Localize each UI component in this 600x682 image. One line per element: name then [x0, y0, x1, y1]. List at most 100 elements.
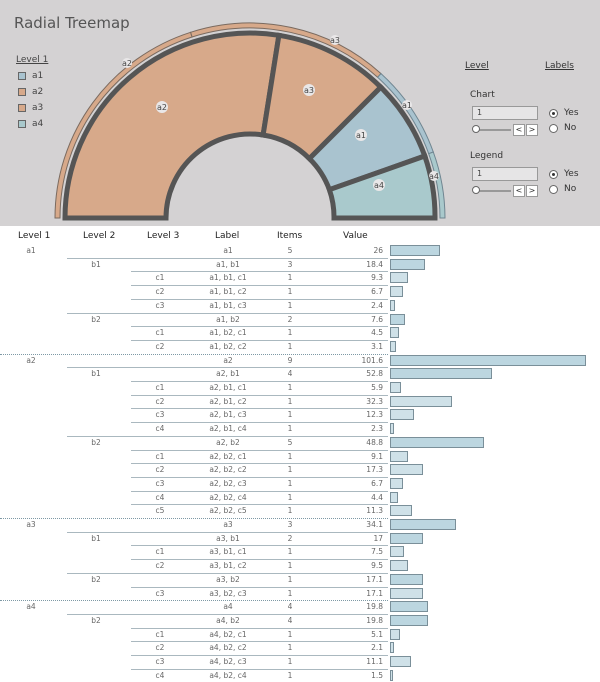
table-row[interactable]: b1 a1, b1 3 18.4	[0, 257, 600, 272]
value-bar	[390, 354, 586, 366]
cell-value: 101.6	[361, 355, 383, 365]
table-row[interactable]: c3 a1, b1, c3 1 2.4	[0, 298, 600, 313]
outer-segment-a4[interactable]	[428, 151, 446, 219]
cell-items: 4	[287, 615, 293, 625]
table-row[interactable]: b2 a4, b2 4 19.8	[0, 613, 600, 628]
chart-step-left-button[interactable]: <	[513, 124, 525, 136]
cell-label: a3, b1, c2	[209, 561, 247, 571]
chart-level-slider[interactable]	[475, 129, 511, 131]
chart-labels-no-radio[interactable]	[549, 124, 558, 133]
table-row[interactable]: c2 a2, b1, c2 1 32.3	[0, 394, 600, 409]
table-row[interactable]: c4 a2, b1, c4 1 2.3	[0, 422, 600, 436]
cell-level-3: c1	[155, 629, 165, 639]
value-bar	[390, 477, 403, 489]
cell-value: 34.1	[366, 520, 383, 529]
table-row[interactable]: a1 a1 5 26	[0, 244, 600, 258]
legend-labels-yes-radio[interactable]	[549, 170, 558, 179]
table-row[interactable]: b2 a3, b2 1 17.1	[0, 572, 600, 587]
table-row[interactable]: c5 a2, b2, c5 1 11.3	[0, 504, 600, 518]
table-row[interactable]: b2 a2, b2 5 48.8	[0, 435, 600, 450]
cell-value: 4.4	[371, 492, 383, 502]
cell-items: 1	[287, 410, 293, 420]
legend-item-a3[interactable]: a3	[18, 103, 43, 113]
value-bar	[390, 464, 424, 476]
legend-item-a1[interactable]: a1	[18, 71, 43, 81]
chart-level-input[interactable]: 1	[472, 106, 538, 120]
cell-label: a4	[223, 602, 233, 612]
legend-labels-no-radio[interactable]	[549, 185, 558, 194]
table-row[interactable]: c2 a1, b1, c2 1 6.7	[0, 285, 600, 299]
table-header: Level 1 Level 2 Level 3 Label Items Valu…	[0, 226, 600, 244]
segment-a2[interactable]	[62, 30, 282, 221]
cell-value: 26	[373, 246, 383, 255]
value-bar	[390, 505, 412, 517]
table-row[interactable]: b1 a3, b1 2 17	[0, 531, 600, 546]
chart-step-right-button[interactable]: >	[526, 124, 538, 136]
table-row[interactable]: c4 a4, b2, c4 1 1.5	[0, 668, 600, 682]
radial-treemap[interactable]: a2 a3 a1 a4 a2 a3 a1 a4	[40, 8, 460, 226]
cell-items: 1	[287, 561, 293, 571]
row-separator	[131, 559, 388, 561]
table-row[interactable]: b1 a2, b1 4 52.8	[0, 367, 600, 381]
cell-label: a3	[223, 520, 233, 529]
legend-swatch	[18, 120, 26, 128]
table-row[interactable]: c3 a4, b2, c3 1 11.1	[0, 655, 600, 669]
value-bar	[390, 573, 423, 585]
cell-label: a2, b2, c3	[209, 478, 247, 488]
row-separator	[67, 367, 388, 369]
cell-label: a4, b2, c3	[209, 657, 247, 666]
cell-items: 1	[287, 547, 293, 557]
legend-item-a2[interactable]: a2	[18, 87, 43, 97]
cell-level-2: b1	[91, 533, 101, 543]
table-row[interactable]: c2 a1, b2, c2 1 3.1	[0, 339, 600, 354]
value-bar	[390, 258, 426, 270]
table-row[interactable]: c2 a3, b1, c2 1 9.5	[0, 559, 600, 573]
legend-item-a4[interactable]: a4	[18, 119, 43, 129]
svg-text:a3: a3	[330, 36, 340, 45]
value-bar	[390, 245, 441, 256]
table-row[interactable]: a2 a2 9 101.6	[0, 353, 600, 368]
chart-labels-yes-radio[interactable]	[549, 109, 558, 118]
cell-items: 1	[287, 492, 293, 502]
cell-level-3: c1	[155, 451, 165, 461]
table-row[interactable]: c4 a2, b2, c4 1 4.4	[0, 490, 600, 505]
cell-items: 1	[287, 287, 293, 297]
cell-items: 1	[287, 670, 293, 680]
cell-label: a4, b2, c2	[209, 643, 247, 653]
cell-level-3: c5	[155, 506, 165, 516]
legend-step-left-button[interactable]: <	[513, 185, 525, 197]
chart-slider-knob[interactable]	[472, 125, 480, 133]
value-bar	[390, 313, 405, 325]
row-separator	[131, 298, 388, 300]
value-bar	[390, 382, 402, 393]
table-row[interactable]: c2 a4, b2, c2 1 2.1	[0, 641, 600, 655]
table-row[interactable]: c1 a2, b1, c1 1 5.9	[0, 381, 600, 395]
table-row[interactable]: c3 a2, b1, c3 1 12.3	[0, 408, 600, 422]
table-row[interactable]: c1 a4, b2, c1 1 5.1	[0, 627, 600, 642]
cell-items: 2	[287, 314, 293, 324]
legend-slider-knob[interactable]	[472, 186, 480, 194]
table-row[interactable]: b2 a1, b2 2 7.6	[0, 312, 600, 327]
cell-items: 9	[287, 355, 293, 365]
legend-level-input[interactable]: 1	[472, 167, 538, 181]
table-row[interactable]: a4 a4 4 19.8	[0, 600, 600, 614]
table-row[interactable]: c2 a2, b2, c2 1 17.3	[0, 463, 600, 477]
value-bar	[390, 532, 423, 544]
cell-items: 4	[287, 369, 293, 379]
table-row[interactable]: c3 a3, b2, c3 1 17.1	[0, 586, 600, 601]
cell-label: a2	[223, 355, 233, 365]
chart-labels-yes-label: Yes	[564, 108, 579, 118]
table-row[interactable]: c1 a1, b2, c1 1 4.5	[0, 326, 600, 340]
svg-text:a1: a1	[356, 131, 366, 140]
legend-step-right-button[interactable]: >	[526, 185, 538, 197]
table-row[interactable]: c1 a1, b1, c1 1 9.3	[0, 271, 600, 285]
table-row[interactable]: c3 a2, b2, c3 1 6.7	[0, 476, 600, 491]
value-bar	[390, 669, 393, 681]
table-row[interactable]: c1 a2, b2, c1 1 9.1	[0, 449, 600, 464]
legend-label: a2	[32, 87, 44, 97]
table-row[interactable]: a3 a3 3 34.1	[0, 518, 600, 532]
legend-level-slider[interactable]	[475, 190, 511, 192]
value-bar	[390, 450, 408, 462]
value-bar	[390, 491, 399, 503]
table-row[interactable]: c1 a3, b1, c1 1 7.5	[0, 545, 600, 559]
